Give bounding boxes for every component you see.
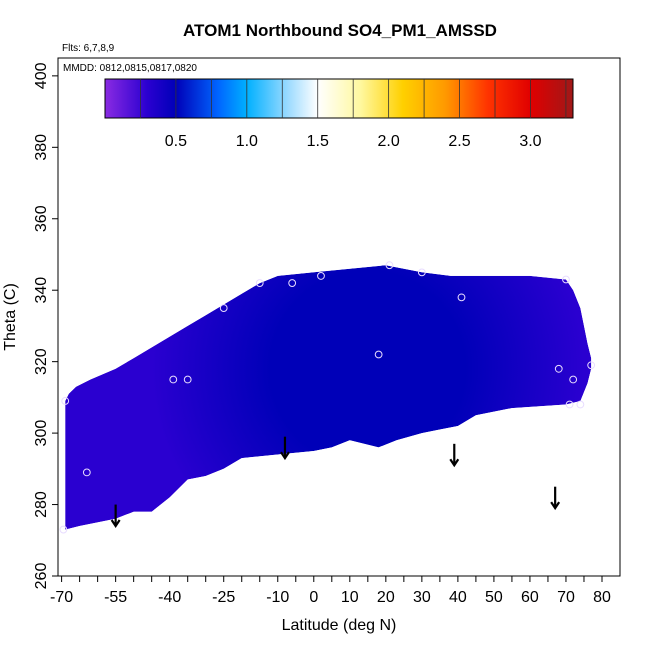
colorbar-tick-label: 3.0 <box>519 133 541 150</box>
descent-arrow <box>110 504 121 528</box>
colorbar-tick-label: 2.0 <box>378 133 400 150</box>
sample-point <box>417 268 426 277</box>
y-tick-label: 260 <box>33 563 50 590</box>
x-axis-label: Latitude (deg N) <box>282 617 397 634</box>
x-tick-label: 30 <box>413 589 431 606</box>
sample-point <box>385 261 394 270</box>
y-tick-label: 280 <box>33 491 50 518</box>
y-tick-label: 300 <box>33 420 50 447</box>
y-tick-label: 400 <box>33 62 50 89</box>
sample-point <box>169 375 178 384</box>
sample-point <box>565 400 574 409</box>
x-tick-label: -10 <box>266 589 289 606</box>
x-tick-label: 80 <box>593 589 611 606</box>
colorbar-tick-label: 2.5 <box>448 133 470 150</box>
x-tick-label: -70 <box>50 589 73 606</box>
sample-point <box>569 375 578 384</box>
descent-arrow <box>550 486 561 511</box>
x-tick-label: -55 <box>104 589 127 606</box>
arrow-head <box>449 458 460 468</box>
descent-arrows <box>110 436 561 528</box>
sample-point <box>576 400 585 409</box>
x-tick-label: -40 <box>158 589 181 606</box>
plot-frame <box>57 57 621 577</box>
x-tick-label: 40 <box>449 589 467 606</box>
sample-point <box>587 361 596 370</box>
chart-title: ATOM1 Northbound SO4_PM1_AMSSD <box>183 21 497 40</box>
sample-point <box>255 279 264 287</box>
colorbar-tick-label: 0.5 <box>165 133 187 150</box>
sample-point <box>288 279 297 287</box>
field-area <box>65 265 592 530</box>
descent-arrow <box>449 443 460 468</box>
x-tick-label: 20 <box>377 589 395 606</box>
x-tick-label: 0 <box>309 589 318 606</box>
y-axis: 260 280 300 320 340 360 380 400 <box>33 62 58 589</box>
x-tick-label: 50 <box>485 589 503 606</box>
arrow-head <box>110 519 121 528</box>
x-axis: -70 -55 -40 -25 -10 0 10 20 30 40 50 60 70 80 <box>50 576 611 606</box>
y-axis-label: Theta (C) <box>2 283 19 351</box>
arrow-head <box>550 501 561 511</box>
descent-arrow <box>280 436 290 461</box>
concentration-field <box>65 265 592 530</box>
y-tick-label: 360 <box>33 205 50 232</box>
y-tick-label: 320 <box>33 348 50 375</box>
sample-point <box>374 350 383 359</box>
dates-note: MMDD: 0812,0815,0817,0820 <box>63 63 197 74</box>
sample-points <box>59 261 596 534</box>
sample-point <box>317 272 325 280</box>
arrow-head <box>280 451 290 461</box>
x-tick-label: 60 <box>521 589 539 606</box>
colorbar-tick-label: 1.0 <box>236 133 258 150</box>
colorbar: 0.5 1.0 1.5 2.0 2.5 3.0 <box>104 78 574 150</box>
sample-point <box>457 293 466 302</box>
x-tick-label: 10 <box>341 589 359 606</box>
x-tick-label: -25 <box>212 589 235 606</box>
y-tick-label: 380 <box>33 134 50 161</box>
sample-point <box>82 468 91 477</box>
x-tick-label: 70 <box>557 589 575 606</box>
y-tick-label: 340 <box>33 277 50 304</box>
sample-point <box>554 364 563 373</box>
sample-point <box>183 375 192 384</box>
flights-note: Flts: 6,7,8,9 <box>62 43 115 54</box>
sample-point <box>219 304 228 312</box>
colorbar-tick-label: 1.5 <box>307 133 329 150</box>
sample-point <box>59 525 68 534</box>
sample-point <box>61 397 70 405</box>
colorbar-bar <box>104 78 574 119</box>
sample-point <box>562 275 570 284</box>
